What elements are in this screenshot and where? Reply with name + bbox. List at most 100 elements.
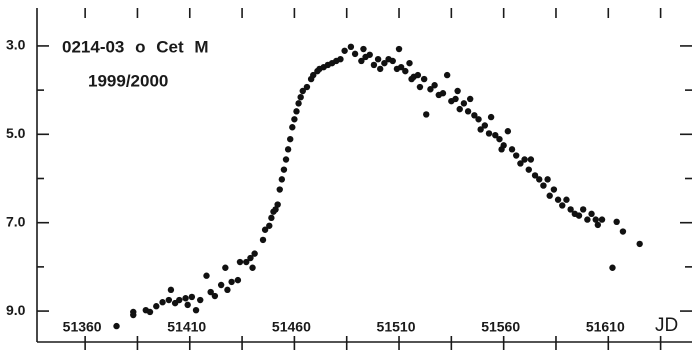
data-point [423,111,430,118]
data-point [376,65,384,73]
data-point [337,55,344,63]
x-tick-label: 51410 [167,319,206,335]
x-tick-label: 51360 [63,319,102,335]
data-point [395,45,403,53]
data-point [247,254,254,262]
x-tick-label: 51560 [481,319,520,335]
data-point [197,296,204,304]
data-point [475,116,482,123]
data-point [397,63,405,71]
data-point [192,306,200,314]
data-point [609,264,616,271]
data-point [251,250,258,257]
y-tick-label: 5.0 [6,125,26,141]
data-point [222,264,229,271]
data-point [236,258,244,266]
data-point [546,192,553,199]
data-point [351,50,359,58]
data-point [485,130,493,137]
data-point [536,176,543,183]
data-point [454,87,461,95]
data-point [619,228,627,235]
data-point [184,301,191,309]
data-point [182,295,189,302]
data-point [130,311,137,319]
data-point [563,196,570,203]
data-point [544,176,551,183]
data-point [268,214,275,222]
data-point [452,95,459,103]
data-point [358,57,365,65]
data-point [464,108,472,115]
data-point [466,95,474,103]
data-point [477,126,484,133]
data-point [341,47,348,54]
data-point [374,55,382,63]
data-point [188,293,196,301]
y-tick-label: 7.0 [6,213,26,229]
data-point [598,216,606,223]
data-point [481,122,489,129]
data-point [295,100,302,107]
data-point [636,240,643,248]
x-tick-label: 51510 [377,319,416,335]
data-point [291,116,298,123]
data-point [159,299,166,306]
data-point [513,152,520,159]
y-tick-label: 9.0 [6,302,26,318]
data-point [282,156,290,163]
data-point [289,124,296,131]
data-point [203,272,210,279]
data-point [211,292,219,300]
data-point [381,59,388,67]
data-point [471,112,478,119]
data-point [259,236,267,244]
data-point [167,286,175,294]
data-point [310,71,317,79]
data-point [443,71,451,79]
data-point [559,202,566,209]
data-point [249,264,256,271]
data-point [284,146,292,153]
chart-title: 0214-03 o Cet M [62,37,209,56]
data-point [402,67,409,75]
x-tick-label: 51460 [272,319,311,335]
data-point [113,322,120,330]
data-point [347,43,355,51]
x-axis-label: JD [655,315,678,336]
data-point [531,172,539,179]
data-point [360,45,367,53]
data-point [496,135,503,143]
data-point [234,276,242,284]
data-point [431,82,438,89]
data-point [521,156,528,163]
data-point [280,166,288,173]
data-point [293,108,300,115]
data-point [276,186,283,193]
data-point [146,308,154,316]
data-point [416,83,424,91]
data-point [540,182,547,189]
data-point [525,166,532,173]
data-point [427,86,434,93]
x-tick-label: 51610 [586,319,625,335]
data-point [278,176,286,183]
data-point [389,57,396,65]
data-point [414,71,422,79]
data-point [554,196,562,203]
data-point [217,281,225,289]
data-point [567,206,574,213]
data-point [487,113,495,121]
data-point [261,226,269,233]
y-tick-label: 3.0 [6,37,26,53]
data-point [207,288,214,296]
data-point [588,210,595,218]
data-point [517,160,524,167]
data-point [492,131,499,139]
data-point [527,156,535,163]
data-point [228,278,235,286]
data-point [508,146,516,153]
data-point [460,100,468,107]
